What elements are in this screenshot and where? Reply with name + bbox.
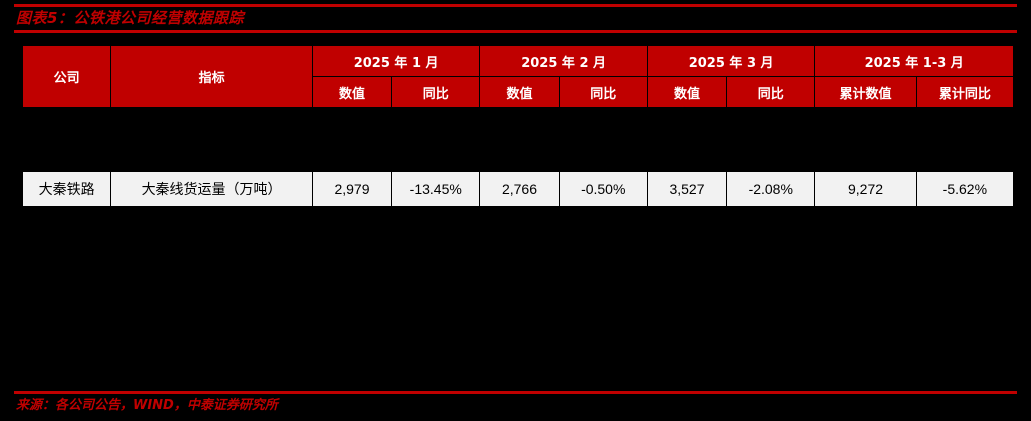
column-header-group-mar: 2025 年 3 月 — [646, 45, 816, 77]
column-header-group-jan: 2025 年 1 月 — [311, 45, 481, 77]
table-header-sub-row: 数值 同比 数值 同比 数值 同比 累计数值 累计同比 — [23, 76, 1015, 108]
cell-mar-value: 3,527 — [646, 171, 728, 207]
page-title: 图表5：公铁港公司经营数据跟踪 — [16, 9, 244, 27]
column-header-jan-yoy: 同比 — [391, 76, 481, 108]
cell-feb-value: 2,766 — [479, 171, 560, 207]
title-underline-rule — [14, 30, 1017, 33]
cell-metric: 大秦线货运量（万吨） — [110, 171, 313, 207]
cell-feb-yoy: -0.50% — [558, 171, 648, 207]
column-header-cumulative-yoy: 累计同比 — [915, 76, 1015, 108]
cell-jan-yoy: -13.45% — [391, 171, 481, 207]
column-header-mar-value: 数值 — [646, 76, 728, 108]
cell-cumulative-yoy: -5.62% — [915, 171, 1015, 207]
top-divider-rule — [14, 4, 1017, 7]
table-body: 大秦铁路 大秦线货运量（万吨） 2,979 -13.45% 2,766 -0.5… — [21, 107, 1015, 207]
table-spacer-cell — [22, 107, 1014, 172]
column-header-group-feb: 2025 年 2 月 — [479, 45, 648, 77]
column-header-cumulative-value: 累计数值 — [814, 76, 917, 108]
table-header: 公司 指标 2025 年 1 月 2025 年 2 月 2025 年 3 月 2… — [21, 45, 1015, 108]
column-header-mar-yoy: 同比 — [726, 76, 816, 108]
table-spacer-row — [22, 107, 1014, 172]
bottom-divider-rule — [14, 391, 1017, 394]
column-header-jan-value: 数值 — [311, 76, 393, 108]
operating-data-table: 公司 指标 2025 年 1 月 2025 年 2 月 2025 年 3 月 2… — [21, 45, 1015, 207]
column-header-group-cumulative: 2025 年 1-3 月 — [814, 45, 1014, 77]
cell-mar-yoy: -2.08% — [726, 171, 816, 207]
column-header-feb-value: 数值 — [479, 76, 560, 108]
column-header-metric: 指标 — [110, 45, 313, 108]
column-header-feb-yoy: 同比 — [558, 76, 648, 108]
source-note: 来源：各公司公告，WIND，中泰证券研究所 — [16, 398, 278, 413]
data-table-wrapper: 公司 指标 2025 年 1 月 2025 年 2 月 2025 年 3 月 2… — [21, 45, 1015, 207]
cell-jan-value: 2,979 — [311, 171, 393, 207]
table-row: 大秦铁路 大秦线货运量（万吨） 2,979 -13.45% 2,766 -0.5… — [21, 171, 1015, 207]
table-header-group-row: 公司 指标 2025 年 1 月 2025 年 2 月 2025 年 3 月 2… — [21, 45, 1014, 108]
column-header-company: 公司 — [21, 45, 112, 108]
cell-company: 大秦铁路 — [21, 171, 112, 207]
cell-cumulative-value: 9,272 — [814, 171, 917, 207]
